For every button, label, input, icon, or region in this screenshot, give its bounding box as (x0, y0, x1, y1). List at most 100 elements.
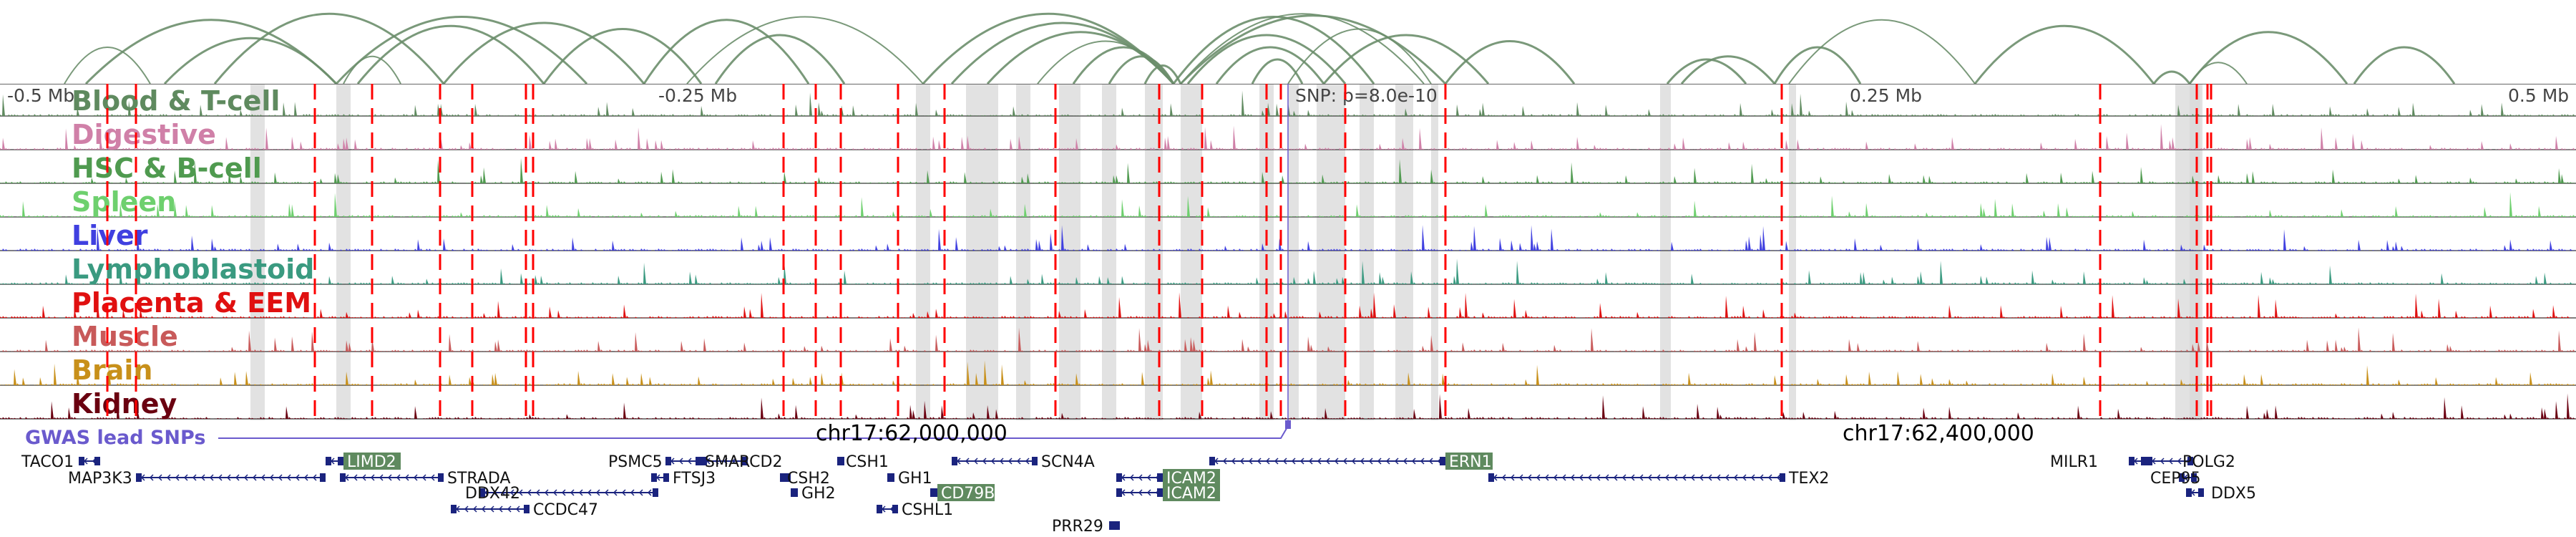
interaction-arc (1172, 16, 1375, 84)
gene-tex2: TEX2 (1488, 470, 1829, 488)
gene-label: POLG2 (2182, 453, 2235, 471)
highlight-region (1360, 84, 1374, 420)
interaction-arc (643, 19, 810, 84)
highlight-region (2190, 84, 2202, 420)
gene-exon (1488, 473, 1494, 482)
gene-exon (2129, 457, 2135, 465)
gene-exon (1114, 521, 1120, 530)
gene-label: SMARCD2 (705, 453, 783, 471)
gene-label-highlight (1163, 484, 1220, 501)
gene-label: CEP95 (2150, 470, 2201, 488)
gene-exon (438, 473, 444, 482)
gene-label: CD79B (941, 485, 995, 503)
gwas-label: GWAS lead SNPs (25, 427, 205, 449)
highlight-region (1789, 84, 1796, 420)
interaction-arc (335, 16, 588, 84)
gene-exon (2187, 457, 2193, 465)
gene-label: DDX5 (2211, 485, 2256, 503)
gene-gh2: GH2 (791, 485, 836, 503)
interaction-arc (686, 16, 924, 84)
gene-label: ICAM2 (1166, 485, 1216, 503)
interaction-arc (1186, 34, 1347, 84)
gene-exon (1780, 473, 1785, 482)
gene-ddx42: DDX42 (465, 485, 658, 503)
gene-prr29: PRR29 (1052, 518, 1120, 536)
gene-label: MAP3K3 (68, 470, 132, 488)
track-label: Lymphoblastoid (72, 253, 314, 285)
track-signal (0, 360, 2576, 385)
gene-exon (1116, 473, 1122, 482)
gene-milr1: MILR1 (2050, 453, 2147, 471)
interaction-arc (1666, 58, 1747, 84)
gene-exon (136, 473, 142, 482)
interaction-arc (1180, 13, 1425, 84)
gene-cshl1: CSHL1 (877, 501, 953, 519)
highlight-region (1395, 84, 1413, 420)
gene-label: CCDC47 (533, 501, 598, 519)
highlight-region (1288, 84, 1299, 420)
interaction-arc (343, 55, 401, 84)
gene-exon (1440, 457, 1445, 465)
gene-exon (2147, 457, 2152, 465)
highlight-region (336, 84, 351, 420)
gene-exon (1032, 457, 1038, 465)
axis-tick-label: 0.25 Mb (1850, 85, 1922, 106)
gene-label: ERN1 (1449, 453, 1492, 471)
track-label: HSC & B-cell (72, 153, 262, 184)
gene-label: PRR29 (1052, 518, 1103, 536)
interaction-arc (1322, 34, 1490, 84)
highlight-region (1431, 84, 1438, 420)
interaction-arc (356, 24, 545, 84)
axis-tick-label: SNP: p=8.0e-10 (1295, 85, 1438, 106)
gene-csh1: CSH1 (837, 453, 889, 471)
gene-ftsj3: FTSJ3 (651, 470, 716, 488)
gene-label-highlight (1445, 453, 1493, 470)
gene-label-highlight (1163, 469, 1220, 486)
track-label: Kidney (72, 388, 177, 420)
gene-exon (701, 457, 707, 465)
interaction-arc (64, 47, 151, 84)
interaction-arc (1179, 14, 1447, 84)
gene-exon (952, 457, 957, 465)
interaction-arc (1215, 46, 1325, 84)
gene-exon (653, 488, 658, 497)
interaction-arc (2189, 62, 2248, 84)
gene-ccdc47: CCDC47 (451, 501, 598, 519)
gene-ddx5: DDX5 (2186, 485, 2256, 503)
gene-exon (2186, 488, 2192, 497)
gene-exon (877, 505, 882, 513)
track-label: Brain (72, 354, 152, 386)
interaction-arc (1680, 55, 1776, 84)
gene-ern1: ERN1 (1209, 453, 1493, 471)
gene-exon (892, 505, 898, 513)
gene-exon (1157, 488, 1163, 497)
gene-label: TEX2 (1788, 470, 1829, 488)
interaction-arc (714, 34, 846, 84)
interaction-arc (1974, 24, 2155, 84)
interaction-arc (542, 28, 703, 84)
interaction-arc (2188, 31, 2348, 84)
gene-label-highlight (937, 484, 995, 501)
gene-label: SCN4A (1041, 453, 1095, 471)
gene-label: FTSJ3 (673, 470, 716, 488)
gene-exon (742, 457, 748, 465)
interaction-arc (1788, 19, 1976, 84)
gene-label: LIMD2 (347, 453, 396, 471)
highlight-region (966, 84, 998, 420)
gene-exon (785, 473, 791, 482)
gene-psmc5: PSMC5 (608, 453, 701, 471)
interaction-arcs (64, 12, 2456, 84)
interaction-arc (163, 37, 338, 84)
gene-exon (780, 473, 786, 482)
gene-exon (1157, 473, 1163, 482)
gene-label: TACO1 (21, 453, 74, 471)
gene-exon (1109, 521, 1115, 530)
gene-icam2: ICAM2 (1116, 484, 1220, 503)
highlight-region (1317, 84, 1345, 420)
gene-map3k3: MAP3K3 (68, 470, 326, 488)
highlight-region (250, 84, 265, 420)
gene-label-highlight (343, 453, 401, 470)
gene-exon (338, 457, 343, 465)
interaction-arc (1287, 28, 1432, 84)
interaction-arc (1108, 55, 1175, 84)
